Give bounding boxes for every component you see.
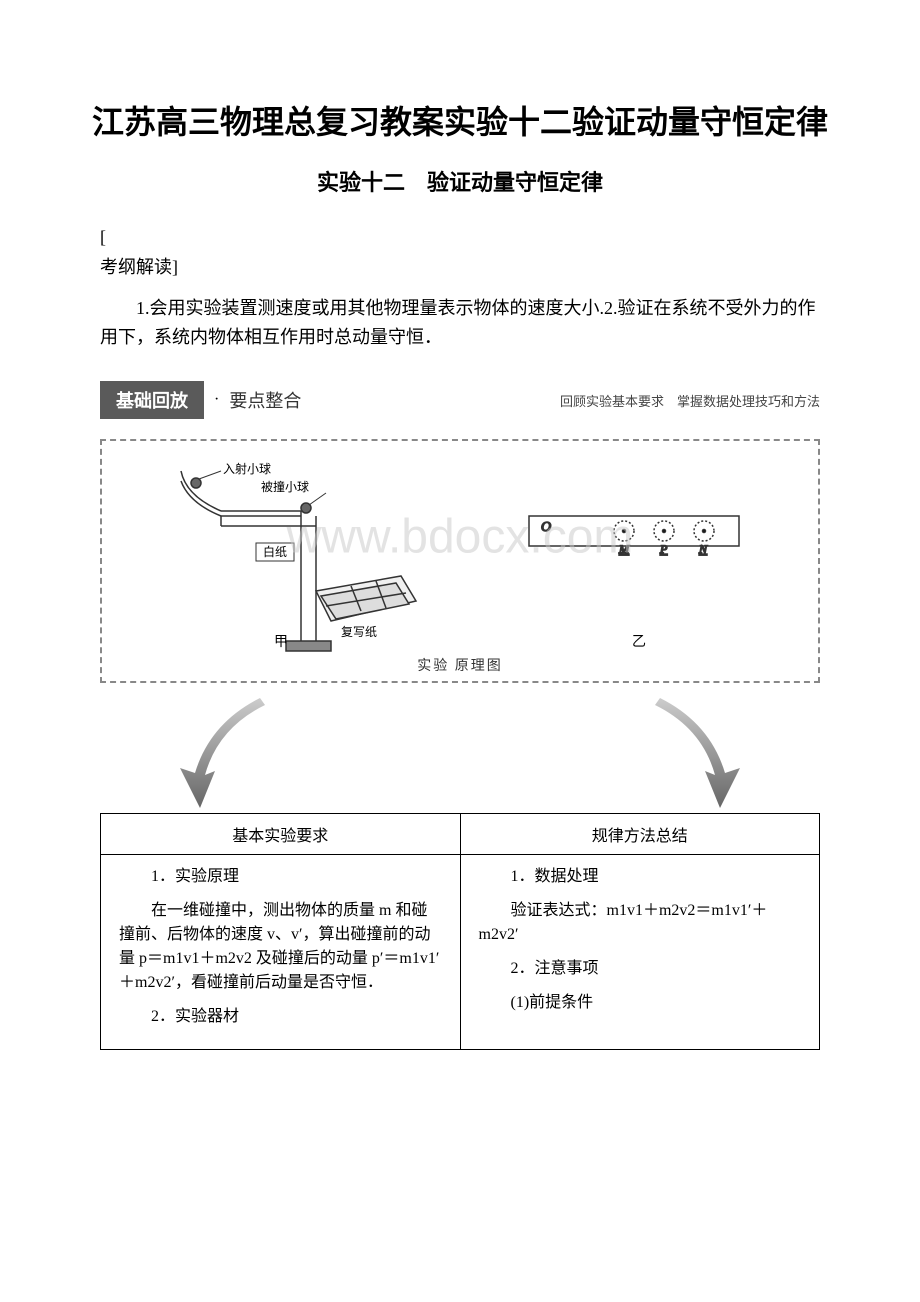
open-bracket: [ <box>100 227 850 248</box>
svg-text:白纸: 白纸 <box>263 544 287 559</box>
svg-text:O: O <box>541 520 551 535</box>
table-header-row: 基本实验要求 规律方法总结 <box>101 814 820 855</box>
svg-text:M: M <box>618 542 630 556</box>
svg-text:P: P <box>659 542 668 556</box>
banner-dot: · <box>214 391 219 409</box>
left-h1: 1．实验原理 <box>119 865 442 889</box>
right-cell-content: 1．数据处理 验证表达式：m1v1＋m2v2＝m1v1′＋m2v2′ 2．注意事… <box>479 865 802 1015</box>
svg-text:N: N <box>698 542 708 556</box>
left-h2: 2．实验器材 <box>119 1005 442 1029</box>
right-p1: 验证表达式：m1v1＋m2v2＝m1v1′＋m2v2′ <box>479 899 802 947</box>
svg-text:入射小球: 入射小球 <box>223 461 271 476</box>
curved-arrow-left-icon <box>160 693 300 813</box>
table-header-left: 基本实验要求 <box>101 814 461 855</box>
left-cell-content: 1．实验原理 在一维碰撞中，测出物体的质量 m 和碰撞前、后物体的速度 v、v′… <box>119 865 442 1029</box>
banner-dark-label: 基础回放 <box>100 381 204 419</box>
svg-text:被撞小球: 被撞小球 <box>261 479 309 494</box>
section-label: 考纲解读] <box>100 253 850 279</box>
diagram-caption: 实验 原理图 <box>417 655 503 675</box>
left-p1: 在一维碰撞中，测出物体的质量 m 和碰撞前、后物体的速度 v、v′，算出碰撞前的… <box>119 899 442 995</box>
table-header-right: 规律方法总结 <box>460 814 820 855</box>
table-row: 1．实验原理 在一维碰撞中，测出物体的质量 m 和碰撞前、后物体的速度 v、v′… <box>101 855 820 1050</box>
right-h1: 1．数据处理 <box>479 865 802 889</box>
diagram-dashed-box: www.bdocx.com 入射小球 <box>100 439 820 683</box>
banner-right-label: 回顾实验基本要求 掌握数据处理技巧和方法 <box>560 391 820 410</box>
diagram-container: www.bdocx.com 入射小球 <box>100 439 820 813</box>
sub-label-right: 乙 <box>632 631 646 651</box>
section-banner: 基础回放 · 要点整合 回顾实验基本要求 掌握数据处理技巧和方法 <box>100 381 820 419</box>
info-table: 基本实验要求 规律方法总结 1．实验原理 在一维碰撞中，测出物体的质量 m 和碰… <box>100 813 820 1050</box>
banner-light-label: 要点整合 <box>229 387 301 413</box>
right-h2: 2．注意事项 <box>479 957 802 981</box>
main-title: 江苏高三物理总复习教案实验十二验证动量守恒定律 <box>70 100 850 145</box>
right-p2: (1)前提条件 <box>479 991 802 1015</box>
arrows-container <box>160 693 760 813</box>
sub-label-left: 甲 <box>274 631 288 651</box>
curved-arrow-right-icon <box>620 693 760 813</box>
intro-paragraph: 1.会用实验装置测速度或用其他物理量表示物体的速度大小.2.验证在系统不受外力的… <box>100 294 820 352</box>
sub-title: 实验十二 验证动量守恒定律 <box>70 165 850 197</box>
